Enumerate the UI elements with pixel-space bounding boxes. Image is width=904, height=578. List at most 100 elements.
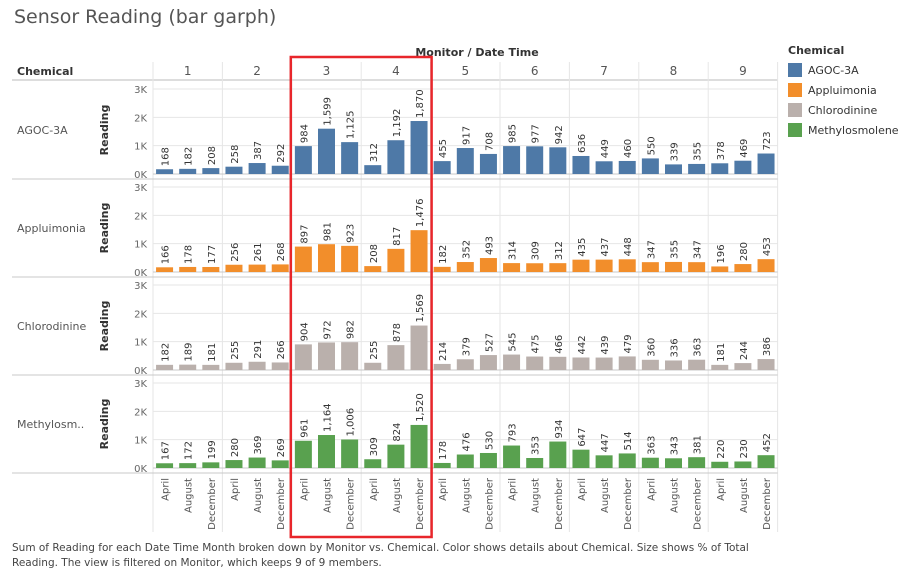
data-label: 178 <box>438 441 449 460</box>
bar <box>618 453 636 468</box>
bar <box>688 359 706 370</box>
data-label: 460 <box>623 139 634 158</box>
y-tick-label: 2K <box>134 113 147 124</box>
legend-item-methylosmolene[interactable]: Methylosmolene <box>788 120 899 140</box>
legend-label-agoc-3a: AGOC-3A <box>808 63 859 77</box>
legend-item-agoc-3a[interactable]: AGOC-3A <box>788 60 899 80</box>
bar <box>410 121 428 174</box>
x-tick-label: December <box>484 477 495 530</box>
data-label: 182 <box>438 245 449 264</box>
data-label: 220 <box>716 440 727 459</box>
bar <box>387 248 405 272</box>
bar <box>202 364 220 370</box>
monitor-header-6: 6 <box>531 64 539 78</box>
legend-swatch-chlorodinine <box>788 103 802 117</box>
legend-swatch-appluimonia <box>788 83 802 97</box>
data-label: 363 <box>646 436 657 455</box>
bar <box>387 140 405 174</box>
bar <box>248 264 266 272</box>
data-label: 1,520 <box>415 393 426 422</box>
monitor-header-5: 5 <box>461 64 469 78</box>
data-label: 172 <box>184 441 195 460</box>
bar <box>318 128 335 174</box>
data-label: 314 <box>508 241 519 260</box>
y-tick-label: 1K <box>134 240 147 251</box>
y-tick-label: 0K <box>134 268 147 279</box>
x-tick-label: April <box>508 478 519 501</box>
x-tick-label: December <box>346 477 357 530</box>
bar <box>410 424 428 468</box>
bar <box>734 363 752 370</box>
monitor-header-7: 7 <box>600 64 608 78</box>
monitor-header-2: 2 <box>253 64 261 78</box>
bar <box>757 359 775 370</box>
bar <box>271 362 289 370</box>
x-tick-label: December <box>762 477 773 530</box>
data-label: 347 <box>693 240 704 259</box>
x-tick-label: December <box>693 477 704 530</box>
bar <box>711 163 729 174</box>
data-label: 167 <box>161 441 172 460</box>
highlight-box <box>289 55 433 539</box>
bar <box>179 364 197 370</box>
monitor-header-9: 9 <box>739 64 747 78</box>
bar <box>595 161 613 174</box>
x-tick-label: August <box>323 478 334 513</box>
bar <box>456 262 474 272</box>
bar <box>479 258 497 272</box>
bar <box>549 441 567 468</box>
data-label: 269 <box>276 438 287 457</box>
bar <box>479 153 497 174</box>
row-label: Methylosm.. <box>17 418 84 431</box>
bar <box>179 266 197 272</box>
data-label: 343 <box>670 436 681 455</box>
data-label: 475 <box>531 334 542 353</box>
bar <box>734 461 752 468</box>
data-label: 917 <box>461 126 472 145</box>
data-label: 280 <box>739 242 750 261</box>
bar <box>318 342 335 370</box>
x-tick-label: December <box>207 477 218 530</box>
bar <box>456 148 474 174</box>
data-label: 479 <box>623 334 634 353</box>
data-label: 545 <box>508 332 519 351</box>
bar <box>688 457 706 468</box>
bar <box>271 165 289 174</box>
data-label: 177 <box>207 245 218 264</box>
data-label: 435 <box>577 238 588 257</box>
y-tick-label: 3K <box>134 379 147 390</box>
monitor-header-8: 8 <box>670 64 678 78</box>
data-label: 449 <box>600 139 611 158</box>
legend-item-appluimonia[interactable]: Appluimonia <box>788 80 899 100</box>
data-label: 355 <box>693 142 704 161</box>
bar <box>364 266 382 272</box>
x-tick-label: August <box>670 478 681 513</box>
x-tick-label: April <box>646 478 657 501</box>
x-tick-label: August <box>392 478 403 513</box>
bar <box>572 357 590 370</box>
legend-item-chlorodinine[interactable]: Chlorodinine <box>788 100 899 120</box>
data-label: 255 <box>230 341 241 360</box>
data-label: 493 <box>484 236 495 255</box>
data-label: 178 <box>184 245 195 264</box>
bar <box>341 439 359 468</box>
legend-title: Chemical <box>788 44 845 57</box>
bar <box>572 259 590 272</box>
bar <box>641 262 659 272</box>
bar <box>526 457 544 468</box>
bar <box>156 364 174 370</box>
data-label: 353 <box>531 436 542 455</box>
data-label: 981 <box>323 222 334 241</box>
row-label: Appluimonia <box>17 222 86 235</box>
bar <box>156 169 174 174</box>
data-label: 312 <box>554 241 565 260</box>
bar <box>618 259 636 272</box>
x-tick-label: April <box>230 478 241 501</box>
row-label: AGOC-3A <box>17 124 68 137</box>
data-label: 453 <box>762 237 773 256</box>
bar <box>549 147 567 174</box>
data-label: 208 <box>207 146 218 165</box>
data-label: 230 <box>739 439 750 458</box>
bar <box>595 357 613 370</box>
data-label: 476 <box>461 432 472 451</box>
